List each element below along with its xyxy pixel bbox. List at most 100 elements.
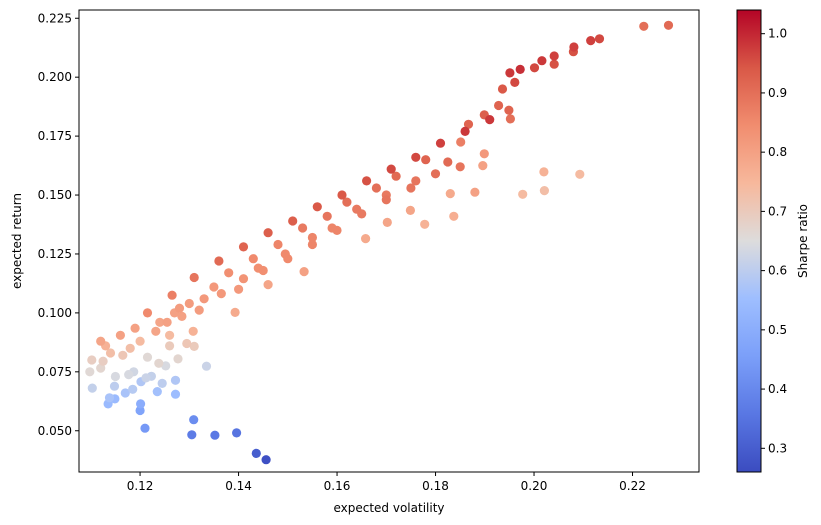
data-point (510, 77, 520, 87)
x-axis-label: expected volatility (333, 501, 444, 515)
data-point (322, 211, 332, 221)
data-point (165, 330, 175, 340)
data-point (177, 311, 187, 321)
colorbar-tick-label: 1.0 (768, 27, 787, 41)
data-point (575, 169, 585, 179)
data-point (504, 105, 514, 115)
colorbar (736, 9, 762, 473)
y-tick-label: 0.050 (38, 424, 72, 438)
data-point (194, 305, 204, 315)
data-point (505, 114, 515, 124)
y-tick-label: 0.225 (38, 11, 72, 25)
y-tick-label: 0.200 (38, 70, 72, 84)
data-point (230, 307, 240, 317)
data-point (142, 352, 153, 362)
data-point (549, 59, 559, 69)
colorbar-label: Sharpe ratio (796, 204, 810, 278)
data-point (445, 189, 455, 199)
colorbar-tick-label: 0.9 (768, 86, 787, 100)
data-point (518, 189, 528, 199)
x-tick-label: 0.18 (422, 479, 449, 493)
data-point (135, 336, 145, 346)
data-point (280, 249, 290, 259)
data-point (98, 356, 108, 366)
data-point (537, 56, 547, 66)
data-point (232, 428, 242, 438)
x-tick-label: 0.14 (225, 479, 252, 493)
y-axis-label: expected return (10, 193, 24, 289)
x-axis-ticks: 0.12 0.14 0.16 0.18 0.20 0.22 (127, 472, 646, 493)
colorbar-tick-label: 0.3 (768, 441, 787, 455)
data-point (167, 290, 177, 300)
x-tick-label: 0.22 (619, 479, 646, 493)
data-point (361, 234, 371, 244)
data-point (141, 373, 151, 383)
data-point (663, 20, 674, 30)
data-point (539, 167, 549, 177)
data-point (96, 363, 106, 373)
data-point (115, 330, 125, 340)
data-point (85, 367, 95, 377)
data-point (188, 326, 198, 336)
data-point (187, 430, 197, 440)
data-point (136, 399, 146, 409)
data-point (299, 267, 309, 277)
data-point (371, 183, 381, 193)
data-point (288, 216, 298, 226)
data-point (135, 405, 145, 416)
data-point (157, 378, 167, 388)
plot-background (79, 10, 699, 472)
data-point (421, 155, 431, 165)
data-point (120, 388, 130, 398)
y-tick-label: 0.075 (38, 365, 72, 379)
data-point (435, 138, 446, 148)
data-point (234, 284, 244, 294)
x-tick-label: 0.12 (127, 479, 154, 493)
y-axis-ticks: 0.050 0.075 0.100 0.125 0.150 0.175 0.200 0.225 (38, 11, 79, 438)
data-point (182, 338, 192, 349)
data-point (214, 256, 224, 266)
data-point (199, 294, 209, 304)
data-point (478, 161, 488, 171)
data-point (456, 137, 466, 147)
data-point (184, 298, 194, 309)
data-point (174, 303, 185, 313)
data-point (327, 223, 337, 233)
data-point (405, 205, 415, 215)
data-point (479, 149, 489, 159)
data-point (104, 393, 115, 403)
data-point (170, 375, 181, 385)
data-point (161, 361, 171, 371)
data-point (173, 354, 183, 364)
data-point (505, 68, 515, 78)
scatter-points (85, 20, 674, 465)
data-point (549, 51, 559, 61)
data-point (529, 63, 540, 73)
data-point (639, 21, 649, 31)
data-point (337, 190, 347, 200)
colorbar-ticks: 0.3 0.4 0.5 0.6 0.7 0.8 0.9 1.0 (761, 27, 787, 455)
data-point (594, 34, 605, 44)
data-point (411, 176, 421, 186)
x-tick-label: 0.16 (324, 479, 351, 493)
data-point (485, 115, 495, 125)
data-point (128, 384, 138, 394)
data-point (125, 343, 135, 353)
x-tick-label: 0.20 (521, 479, 548, 493)
data-point (251, 448, 261, 458)
data-point (352, 204, 362, 214)
data-point (273, 239, 283, 250)
colorbar-tick-label: 0.4 (768, 382, 787, 396)
data-point (87, 355, 97, 365)
data-point (151, 326, 161, 336)
y-tick-label: 0.150 (38, 188, 72, 202)
data-point (261, 455, 271, 465)
data-point (263, 280, 273, 290)
data-point (154, 358, 164, 368)
data-point (263, 228, 273, 238)
data-point (386, 164, 396, 174)
data-point (210, 430, 220, 440)
data-point (96, 336, 106, 346)
y-tick-label: 0.125 (38, 247, 72, 261)
